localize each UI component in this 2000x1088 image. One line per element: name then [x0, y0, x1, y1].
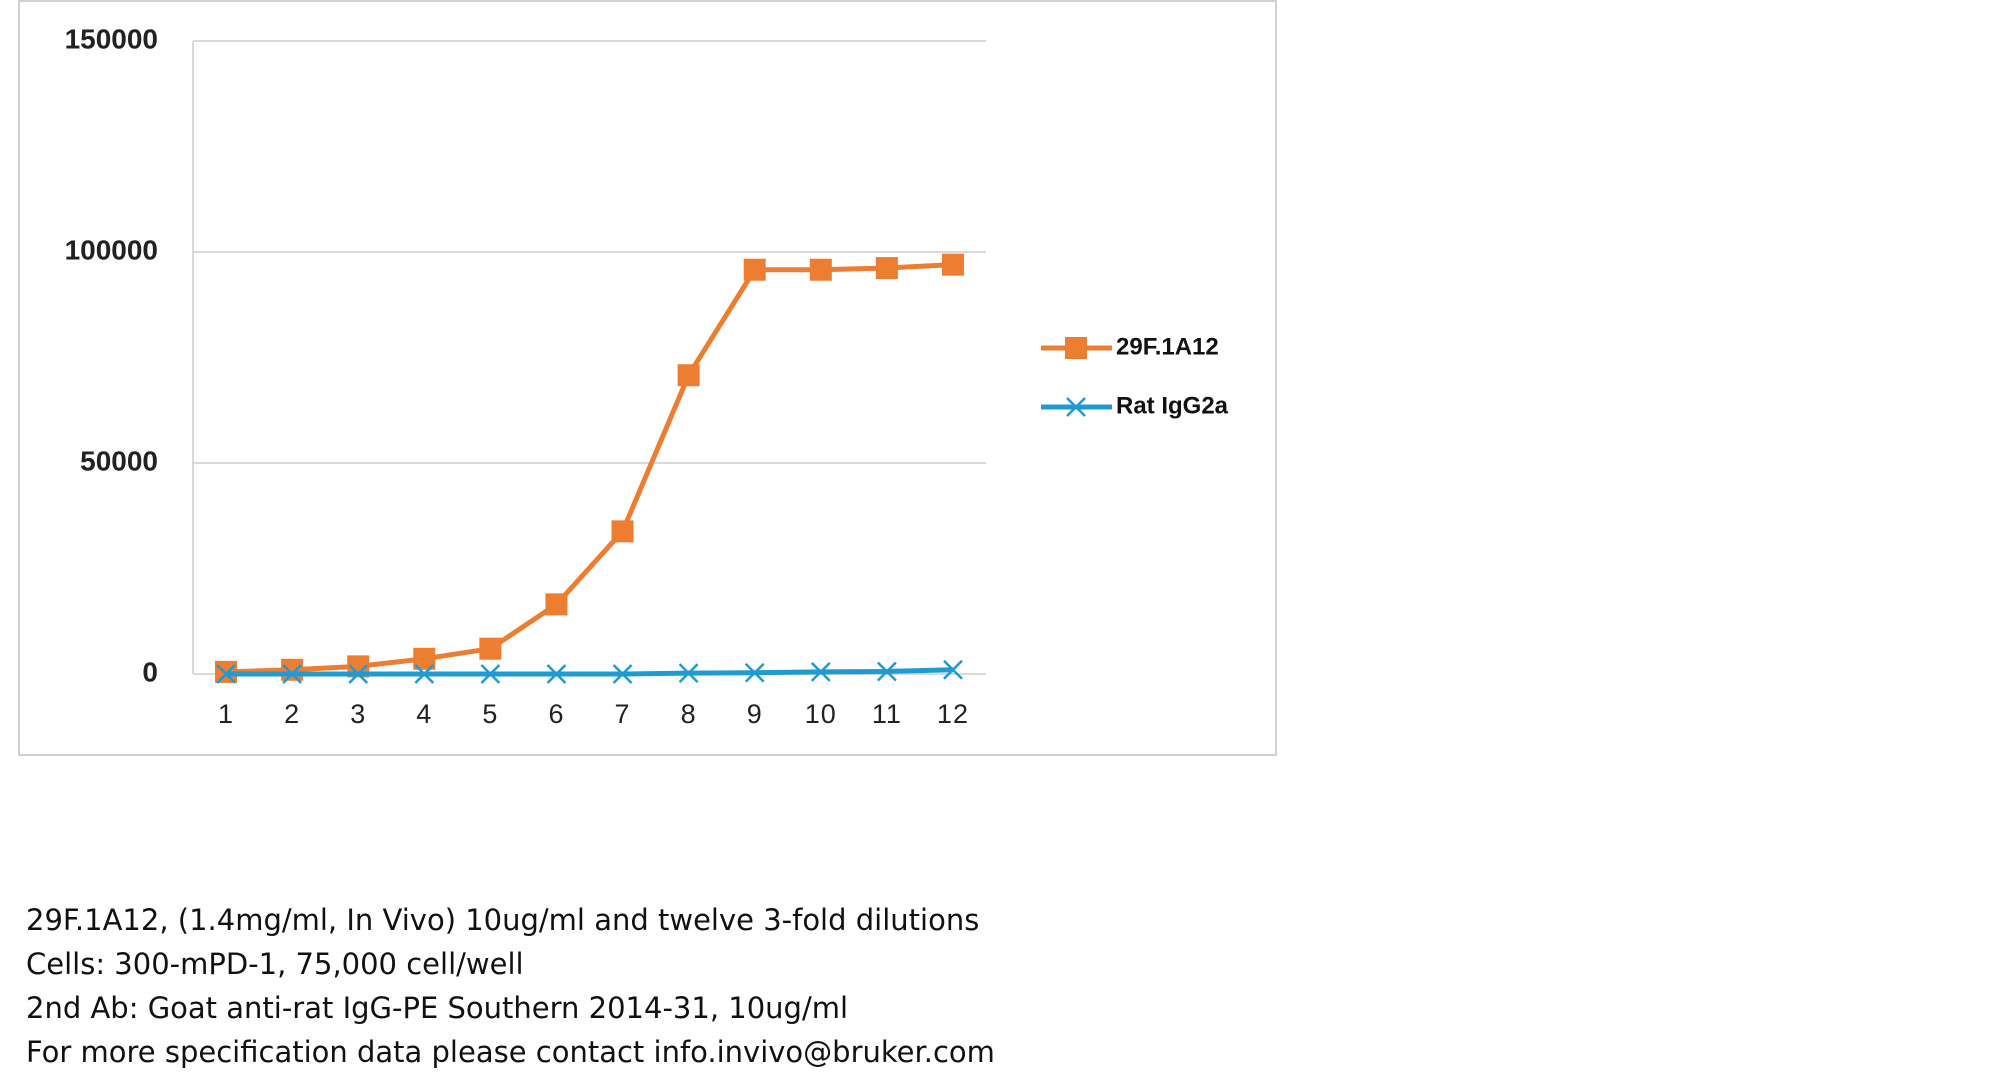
- data-point: [216, 664, 236, 684]
- legend-label: 29F.1A12: [1116, 333, 1219, 360]
- y-tick-label: 150000: [65, 23, 158, 54]
- x-tick-label: 1: [218, 699, 234, 729]
- data-point: [414, 664, 435, 684]
- data-point: [545, 593, 568, 616]
- chart-frame: [18, 0, 1277, 756]
- x-tick-label: 7: [615, 699, 631, 729]
- x-tick-label: 4: [416, 699, 432, 729]
- caption-line: For more specification data please conta…: [26, 1035, 995, 1069]
- caption-line: 29F.1A12, (1.4mg/ml, In Vivo) 10ug/ml an…: [26, 903, 979, 937]
- caption-line: Cells: 300-mPD-1, 75,000 cell/well: [26, 947, 524, 981]
- data-point: [875, 257, 898, 280]
- x-tick-label: 8: [681, 699, 697, 729]
- series-line: [226, 667, 954, 677]
- y-tick-label: 100000: [65, 234, 158, 265]
- data-point: [943, 659, 963, 680]
- data-point: [546, 664, 567, 684]
- data-point: [480, 664, 501, 684]
- legend-label: Rat IgG2a: [1116, 392, 1229, 419]
- data-point: [678, 663, 699, 684]
- data-point: [744, 662, 765, 683]
- data-point: [810, 662, 831, 682]
- legend-marker: [1065, 337, 1087, 359]
- data-point: [876, 661, 897, 682]
- x-tick-label: 9: [747, 699, 763, 729]
- data-point: [282, 664, 303, 684]
- legend-marker: [1066, 397, 1086, 417]
- data-point: [677, 364, 700, 387]
- data-point: [479, 637, 502, 660]
- series-line: [225, 262, 954, 675]
- data-point: [413, 647, 436, 670]
- data-point: [941, 253, 964, 276]
- x-tick-label: 11: [872, 699, 902, 729]
- x-tick-label: 3: [350, 699, 366, 729]
- y-tick-label: 50000: [80, 445, 158, 476]
- y-tick-label: 0: [142, 656, 158, 687]
- data-point: [743, 258, 766, 281]
- x-tick-label: 5: [482, 699, 498, 729]
- data-point: [612, 664, 633, 684]
- data-point: [348, 664, 369, 684]
- x-tick-label: 10: [805, 699, 837, 729]
- data-point: [281, 658, 304, 681]
- data-point: [809, 258, 832, 281]
- data-point: [611, 520, 634, 543]
- x-tick-label: 6: [548, 699, 564, 729]
- x-tick-label: 12: [937, 699, 969, 729]
- caption-line: 2nd Ab: Goat anti-rat IgG-PE Southern 20…: [26, 991, 848, 1025]
- x-tick-label: 2: [284, 699, 300, 729]
